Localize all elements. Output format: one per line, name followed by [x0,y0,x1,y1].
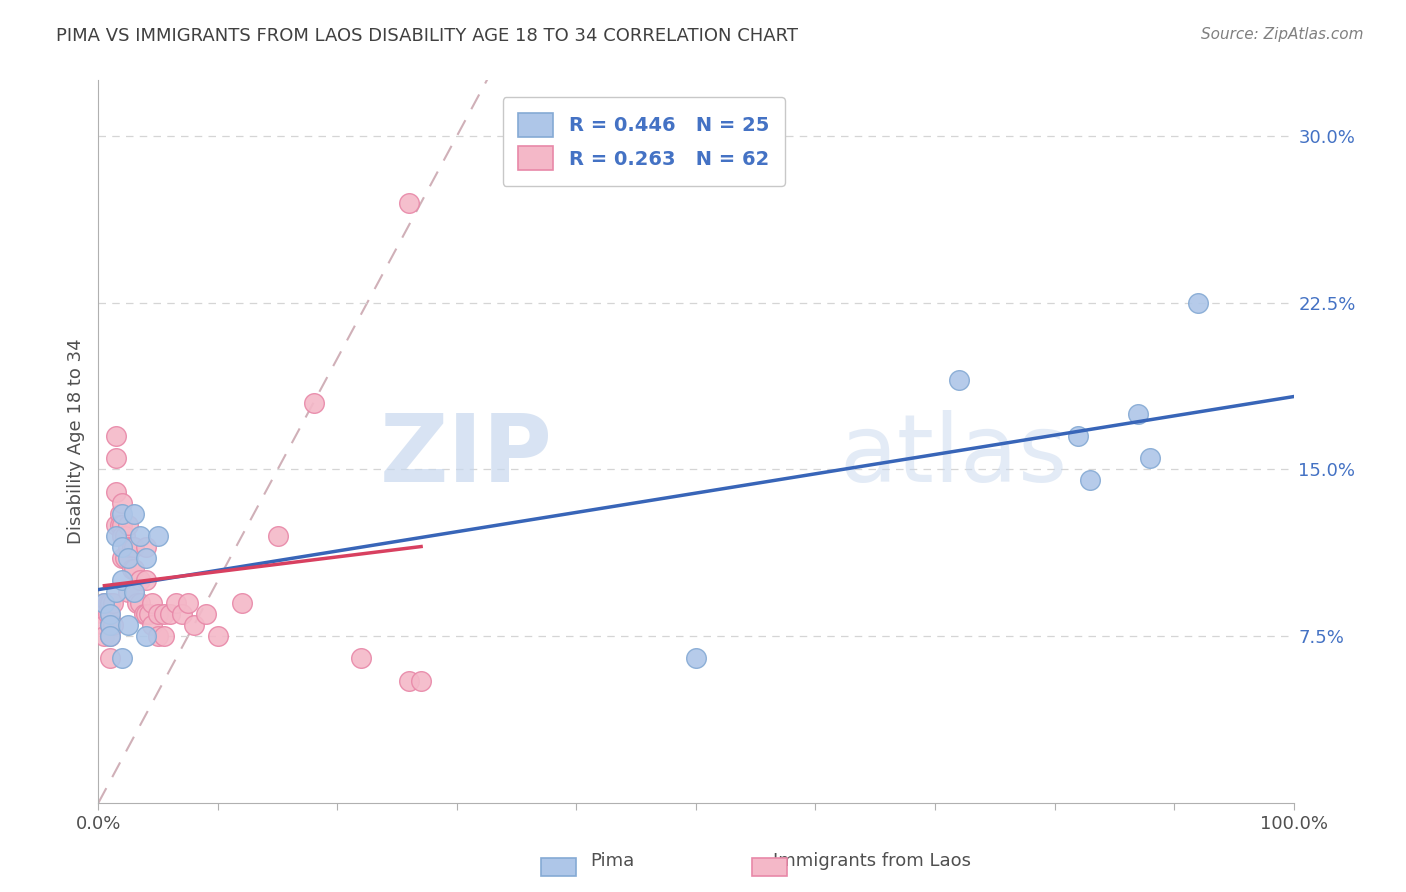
Point [98,596,122,610]
Point [105,584,128,599]
Point [411,673,433,688]
Point [101,596,124,610]
Point [129,529,152,543]
Point [117,618,139,632]
Point [121,540,143,554]
Point [129,574,152,588]
Point [165,596,187,610]
Point [114,529,136,543]
Point [98,629,122,643]
Point [98,607,122,621]
Point [111,496,134,510]
Point [111,529,134,543]
Point [105,484,128,499]
Point [93,629,115,643]
Point [135,540,157,554]
Point [183,618,205,632]
Point [117,551,139,566]
Point [111,507,134,521]
Point [398,195,420,210]
Text: Source: ZipAtlas.com: Source: ZipAtlas.com [1201,27,1364,42]
Point [350,651,373,665]
Point [1139,451,1161,466]
Point [685,651,707,665]
Point [117,540,139,554]
Point [195,607,218,621]
Point [117,584,139,599]
Point [93,596,115,610]
Point [98,618,122,632]
Point [148,529,170,543]
Point [101,618,124,632]
Point [105,451,128,466]
Y-axis label: Disability Age 18 to 34: Disability Age 18 to 34 [66,339,84,544]
Point [124,584,146,599]
Point [153,629,176,643]
Point [231,596,253,610]
Point [125,596,148,610]
Point [141,618,163,632]
Point [97,607,120,621]
Point [105,529,128,543]
Point [135,574,157,588]
Text: Pima: Pima [591,852,634,870]
Point [111,574,134,588]
Point [1128,407,1150,421]
Point [108,517,131,532]
Legend: R = 0.446   N = 25, R = 0.263   N = 62: R = 0.446 N = 25, R = 0.263 N = 62 [502,97,785,186]
Point [93,618,115,632]
Point [132,607,155,621]
Point [97,596,120,610]
Point [135,607,157,621]
Point [124,540,146,554]
Point [121,562,143,576]
Text: atlas: atlas [839,410,1067,502]
Point [135,551,157,566]
Point [105,517,128,532]
Point [124,562,146,576]
Point [124,507,146,521]
Point [172,607,194,621]
Point [302,395,325,409]
Point [117,517,139,532]
Point [138,607,160,621]
Point [148,607,170,621]
Point [135,629,157,643]
Text: ZIP: ZIP [380,410,553,502]
Point [105,429,128,443]
Point [1080,474,1102,488]
Point [148,629,170,643]
Point [398,673,420,688]
Point [108,507,131,521]
Point [98,618,122,632]
Text: Immigrants from Laos: Immigrants from Laos [773,852,972,870]
Point [948,373,970,387]
Point [98,651,122,665]
Point [111,551,134,566]
Point [111,651,134,665]
Point [153,607,176,621]
Point [111,540,134,554]
Point [98,607,122,621]
Point [159,607,181,621]
Point [124,584,146,599]
Point [93,596,115,610]
Point [98,629,122,643]
Point [129,596,152,610]
Point [114,551,136,566]
Point [1067,429,1090,443]
Point [141,596,163,610]
Point [1187,295,1209,310]
Text: PIMA VS IMMIGRANTS FROM LAOS DISABILITY AGE 18 TO 34 CORRELATION CHART: PIMA VS IMMIGRANTS FROM LAOS DISABILITY … [56,27,799,45]
Point [207,629,229,643]
Point [177,596,200,610]
Point [93,607,115,621]
Point [98,618,122,632]
Point [111,517,134,532]
Point [267,529,290,543]
